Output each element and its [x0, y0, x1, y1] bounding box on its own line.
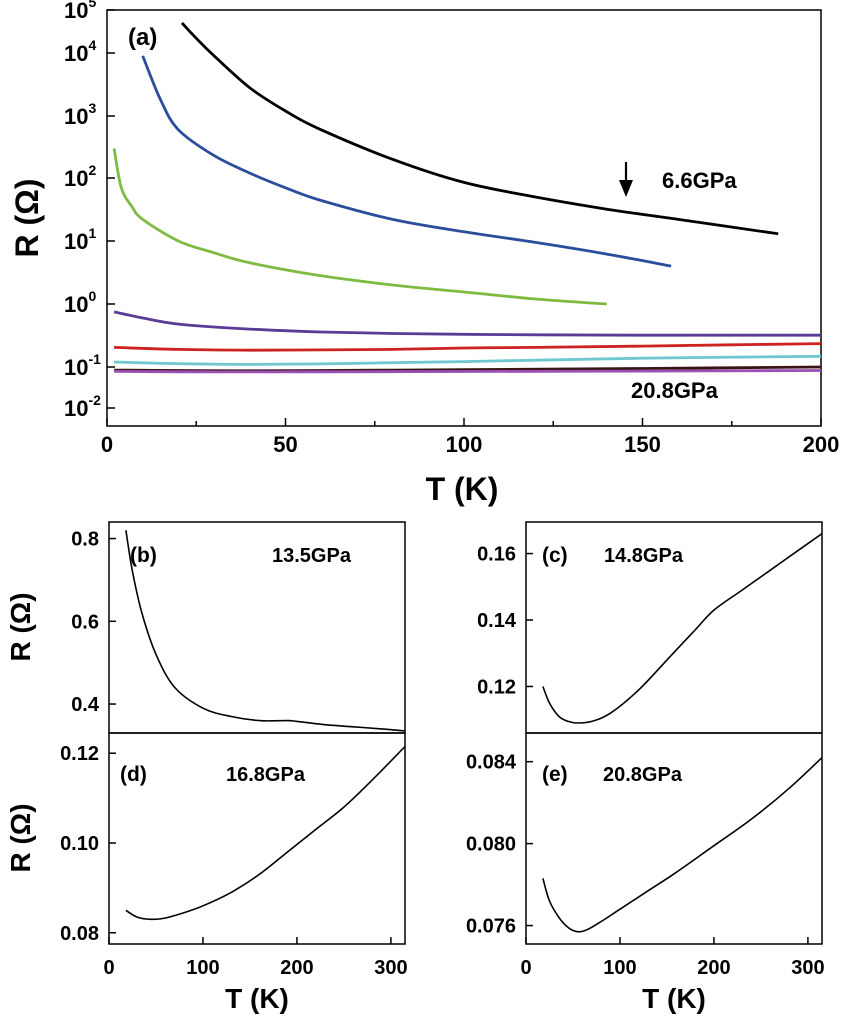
panel-b-y-tick-label: 0.8: [71, 529, 99, 551]
panel-a-x-ticks: 0 50 100 150 200: [101, 418, 839, 457]
panels-de-y-axis-label: R (Ω): [5, 803, 36, 872]
panel-d-series-group: [125, 745, 406, 921]
panel-e-y-tick-label: 0.084: [466, 752, 517, 774]
panel-a-series-5: [114, 342, 822, 352]
panel-d-x-tick-label: 200: [280, 957, 313, 979]
panel-d-y-tick-label: 0.10: [60, 833, 99, 855]
panel-d-y-tick-label: 0.12: [60, 743, 99, 765]
panel-a-y-ticks: 10-2 10-1 100 101 102 103 104 105: [64, 0, 115, 421]
panel-a-y-tick-label: 10-1: [64, 351, 101, 380]
panel-a-y-tick-label: 100: [64, 288, 96, 317]
panel-e-series-1: [542, 757, 823, 933]
panel-a-x-tick-label: 100: [446, 432, 483, 457]
panel-e-label: (e): [542, 763, 568, 786]
panel-e-x-ticks: 0 100 200 300: [520, 937, 825, 979]
panel-c-y-tick-label: 0.12: [477, 676, 516, 698]
annotation-13-5gpa: 13.5GPa: [272, 545, 352, 567]
panel-a-series-group: [112, 21, 822, 374]
panel-a-series-8: [114, 369, 822, 374]
panel-e-series-group: [542, 757, 823, 933]
panel-e-y-tick-label: 0.076: [466, 916, 516, 938]
panel-c-y-ticks: 0.12 0.14 0.16: [477, 544, 533, 698]
panel-a-series-2: [141, 55, 672, 268]
panel-a-x-tick-label: 0: [101, 432, 113, 457]
panel-b-y-tick-label: 0.4: [71, 694, 100, 716]
panel-e-y-tick-label: 0.080: [466, 834, 516, 856]
panel-b-label: (b): [130, 544, 157, 567]
panel-d-x-tick-label: 100: [186, 957, 219, 979]
annotation-6-6gpa: 6.6GPa: [662, 168, 737, 193]
panel-d-y-ticks: 0.08 0.10 0.12: [60, 743, 116, 945]
annotation-20-8gpa-e: 20.8GPa: [603, 764, 683, 786]
panel-d-frame: [108, 732, 406, 945]
panel-b-series-group: [125, 530, 406, 732]
panel-b-series-1: [125, 530, 406, 732]
panel-a-y-axis-label: R (Ω): [9, 179, 45, 258]
panel-a: 0 50 100 150 200 10-210-1100101102103104105 …: [9, 0, 839, 507]
panel-e-x-axis-label: T (K): [642, 983, 706, 1014]
panel-e-x-tick-label: 300: [791, 957, 824, 979]
panel-e-y-ticks: 0.076 0.080 0.084: [466, 752, 533, 938]
panel-a-y-tick-label: 105: [64, 0, 96, 23]
panel-a-y-tick-label: 102: [64, 162, 96, 191]
panel-c-y-tick-label: 0.16: [477, 544, 516, 566]
panel-e-x-tick-label: 0: [520, 957, 531, 979]
down-arrow-icon: [619, 162, 633, 197]
annotation-16-8gpa: 16.8GPa: [226, 764, 306, 786]
panel-a-y-tick-label: 104: [64, 37, 96, 66]
panel-a-y-tick-label: 101: [64, 225, 96, 254]
panel-a-series-1: [180, 21, 779, 236]
panel-d-x-tick-label: 0: [103, 957, 114, 979]
panel-a-x-tick-label: 150: [624, 432, 661, 457]
panels-bc-y-axis-label: R (Ω): [5, 592, 36, 661]
panel-d-x-axis-label: T (K): [225, 983, 289, 1014]
panel-c: 0.12 0.14 0.16 (c) 14.8GPa: [477, 521, 823, 734]
panel-d: 0 100 200 300 0.08 0.10 0.12 (d) 16.8GPa T (K…: [60, 732, 408, 1014]
panel-d-series-1: [125, 745, 406, 921]
panel-a-y-tick-label: 10-2: [64, 392, 101, 421]
panel-b-y-tick-label: 0.6: [71, 611, 99, 633]
panel-d-y-tick-label: 0.08: [60, 923, 99, 945]
panel-c-series-group: [542, 532, 823, 724]
panel-a-label: (a): [128, 24, 157, 51]
panel-e-x-tick-label: 200: [697, 957, 730, 979]
panel-e-x-tick-label: 100: [603, 957, 636, 979]
annotation-20-8gpa: 20.8GPa: [631, 378, 719, 403]
panel-d-x-ticks: 0 100 200 300: [103, 937, 408, 979]
panel-e-frame: [525, 732, 823, 945]
panel-a-series-4: [113, 310, 821, 337]
panel-b: 0.4 0.6 0.8 (b) 13.5GPa: [71, 521, 406, 734]
panel-d-label: (d): [120, 763, 147, 786]
annotation-14-8gpa: 14.8GPa: [604, 545, 684, 567]
panel-d-x-tick-label: 300: [374, 957, 407, 979]
panel-c-label: (c): [542, 544, 568, 567]
panel-a-series-3: [112, 148, 607, 306]
panel-b-y-ticks: 0.4 0.6 0.8: [71, 529, 116, 716]
panel-a-x-axis-label: T (K): [426, 471, 499, 507]
panel-a-y-tick-label: 103: [64, 100, 96, 129]
panel-c-y-tick-label: 0.14: [477, 610, 517, 632]
panel-a-x-tick-label: 200: [803, 432, 840, 457]
panel-c-series-1: [542, 532, 823, 724]
panel-a-x-tick-label: 50: [273, 432, 297, 457]
panel-a-series-6: [114, 354, 822, 366]
panel-e: 0 100 200 300 0.076 0.080 0.084 (e) 20.8GPa T…: [466, 732, 825, 1014]
